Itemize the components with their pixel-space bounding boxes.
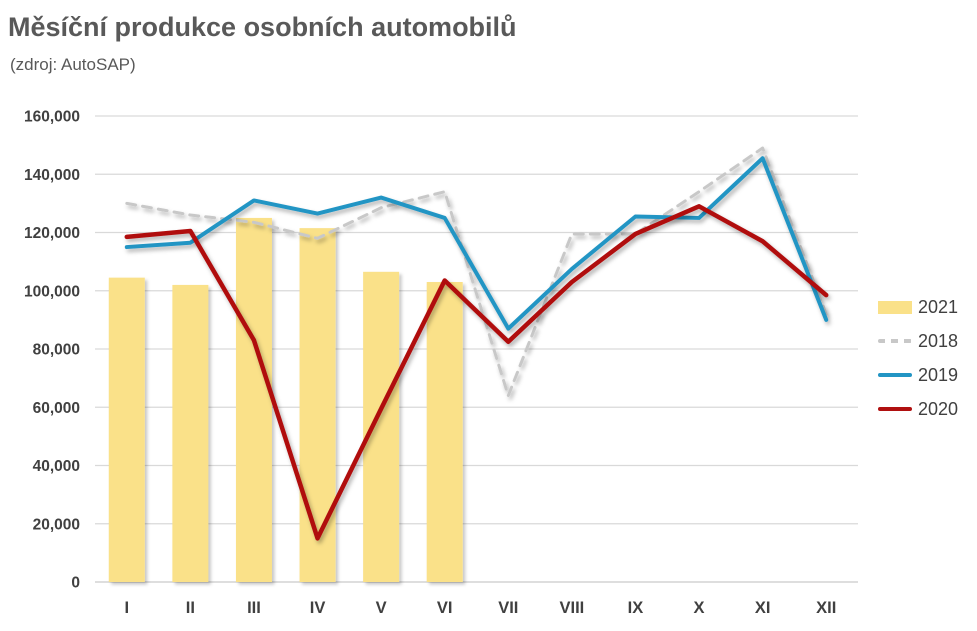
bar-2021-IV <box>299 228 336 582</box>
chart-subtitle: (zdroj: AutoSAP) <box>10 55 136 74</box>
x-tick-label: XII <box>816 599 836 617</box>
x-tick-label: II <box>186 599 195 617</box>
line-2018 <box>125 146 828 398</box>
line-series-group <box>124 146 829 541</box>
x-tick-label: X <box>694 599 705 617</box>
x-tick-label: IX <box>628 599 644 617</box>
legend-label-2020: 2020 <box>918 398 959 419</box>
y-tick-label: 100,000 <box>24 283 80 300</box>
axis-labels-group: 0 20,000 40,000 60,000 80,000 100,000 120,000 1… <box>24 109 836 618</box>
legend-item-2020: 2020 <box>878 398 973 420</box>
bar-2021-III <box>235 217 272 582</box>
line-2020 <box>124 204 829 541</box>
line-2019 <box>124 156 829 331</box>
y-tick-label: 120,000 <box>24 225 80 242</box>
x-tick-label: VI <box>437 599 453 617</box>
y-tick-label: 20,000 <box>33 516 80 533</box>
y-tick-label: 160,000 <box>24 109 80 126</box>
x-tick-label: IV <box>310 599 326 617</box>
chart-title: Měsíční produkce osobních automobilů <box>8 12 517 42</box>
legend-item-2018: 2018 <box>878 330 973 352</box>
y-tick-label: 80,000 <box>33 342 80 359</box>
legend-label-2018: 2018 <box>918 330 959 351</box>
legend-swatch-2020 <box>878 407 912 411</box>
bar-2021-II <box>172 284 209 582</box>
legend-swatch-2019 <box>878 373 912 377</box>
y-tick-label: 40,000 <box>33 458 80 475</box>
bar-2021-I <box>108 277 145 582</box>
legend-item-2021: 2021 <box>878 296 973 318</box>
x-tick-label: III <box>247 599 261 617</box>
legend-swatch-2021 <box>878 300 912 314</box>
y-tick-label: 140,000 <box>24 167 80 184</box>
y-tick-label: 60,000 <box>33 400 80 417</box>
bar-2021-V <box>363 271 400 582</box>
legend-label-2019: 2019 <box>918 364 959 385</box>
gridlines-group <box>95 115 858 583</box>
bar-2021-VI <box>426 282 463 582</box>
legend-item-2019: 2019 <box>878 364 973 386</box>
x-tick-label: VIII <box>559 599 584 617</box>
bar-series-group <box>108 217 463 582</box>
x-tick-label: VII <box>498 599 518 617</box>
chart-legend: 2021 2018 2019 2020 <box>878 296 973 420</box>
legend-swatch-2018 <box>878 339 912 343</box>
legend-label-2021: 2021 <box>918 296 959 317</box>
x-tick-label: XI <box>755 599 771 617</box>
x-tick-label: I <box>124 599 129 617</box>
y-tick-label: 0 <box>71 575 80 592</box>
x-tick-label: V <box>376 599 387 617</box>
